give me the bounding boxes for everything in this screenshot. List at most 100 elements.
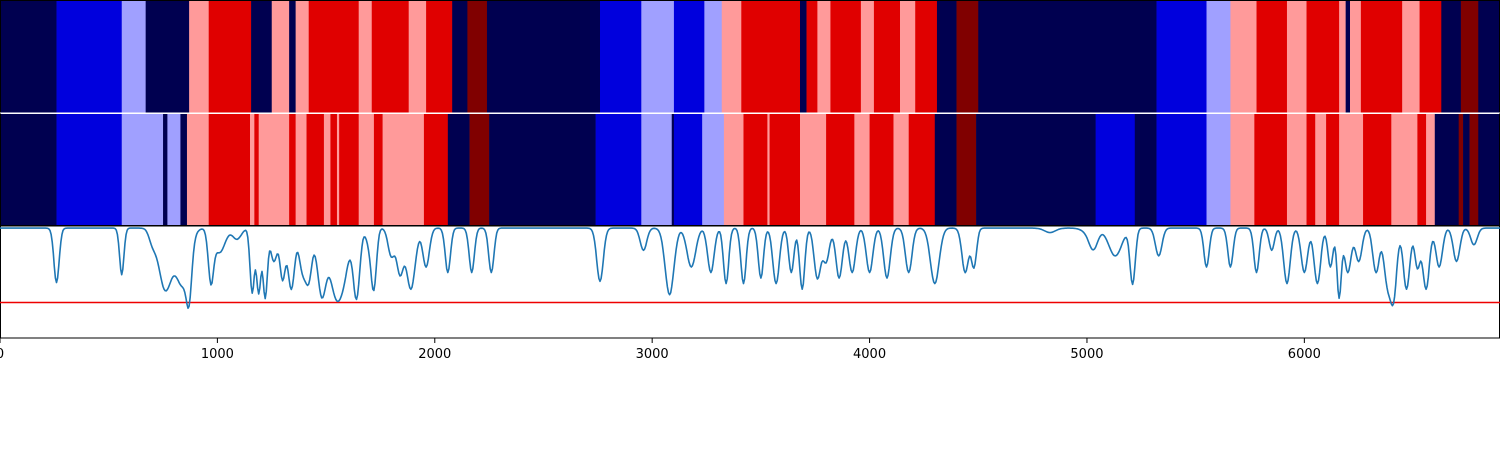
heatmap-cell [258,114,290,225]
heatmap-cell [408,1,427,113]
heatmap-cell [800,1,807,113]
heatmap-cell [469,114,490,225]
heatmap-cell [295,1,309,113]
heatmap-cell [254,114,259,225]
heatmap-cell [1306,114,1316,225]
heatmap-cell [308,1,359,113]
heatmap-cell [1458,114,1464,225]
heatmap-cell [1095,114,1136,225]
heatmap-cell [721,1,742,113]
heatmap-cell [826,114,855,225]
heatmap-cell [289,114,296,225]
heatmap-cell [860,1,875,113]
heatmap-cell [817,1,831,113]
heatmap-cell [452,1,468,113]
heatmap-cell [295,114,307,225]
heatmap-cell [830,1,862,113]
heatmap-cell [447,114,470,225]
heatmap-cell [1363,114,1392,225]
heatmap-cell [251,1,273,113]
heatmap-cell [1478,1,1500,113]
heatmap-cell [1315,114,1327,225]
heatmap-cell [163,114,168,225]
heatmap-cell [373,114,383,225]
heatmap-cell [641,1,675,113]
heatmap-cell [673,1,705,113]
heatmap-cell [339,114,359,225]
x-tick-label: 5000 [1070,347,1103,362]
heatmap-cell [976,114,1096,225]
heatmap-cell [978,1,1157,113]
heatmap-cell [1134,114,1157,225]
x-axis: 0 1000 2000 3000 4000 5000 6000 [0,338,1321,362]
heatmap-cell [1402,1,1420,113]
heatmap-cell [769,114,801,225]
heatmap-cell [358,114,375,225]
heatmap-cell [382,114,425,225]
heatmap-cell [426,1,453,113]
heatmap-cell [1434,114,1459,225]
heatmap-cell [289,1,296,113]
heatmap-cell [869,114,894,225]
heatmap-cell [1463,114,1470,225]
heatmap-cell [1339,114,1364,225]
x-tick-label: 1000 [201,347,234,362]
heatmap-cell [934,114,957,225]
heatmap-cell [723,114,744,225]
heatmap-cell [900,1,916,113]
heatmap-cell [1350,1,1362,113]
heatmap-cell [371,1,409,113]
heatmap-cell [1391,114,1418,225]
heatmap-cell [121,114,164,225]
heatmap-cell [1339,1,1346,113]
heatmap-cell [1156,114,1207,225]
heatmap-cell [704,1,723,113]
heatmap-cell [1469,114,1479,225]
heatmap-cell [358,1,373,113]
heatmap-cell [1286,1,1307,113]
heatmap-cell [595,114,642,225]
heatmap-cell [1206,1,1231,113]
heatmap-row-2 [0,114,1500,225]
heatmap-cell [1230,1,1257,113]
heatmap-cell [641,114,673,225]
heatmap-cell [467,1,488,113]
heatmap-cell [1206,114,1231,225]
heatmap-cell [145,1,190,113]
heatmap-cell [956,1,979,113]
heatmap-cell [1286,114,1307,225]
heatmap-cell [330,114,338,225]
heatmap-cell [486,1,601,113]
heatmap-cell [250,114,255,225]
heatmap-cell [873,1,901,113]
heatmap-cell [1360,1,1403,113]
heatmap-cell [0,114,57,225]
heatmap-cell [121,1,146,113]
heatmap-cell [180,114,188,225]
heatmap-cell [671,114,675,225]
heatmap-cell [56,114,123,225]
heatmap-cell [1441,1,1462,113]
heatmap-cell [1230,114,1255,225]
heatmap-cell [800,114,827,225]
heatmap-cell [673,114,703,225]
x-tick-label: 2000 [418,347,451,362]
heatmap-cell [1345,1,1351,113]
series-line-1 [0,227,1500,310]
heatmap-panels [0,1,1500,225]
heatmap-cell [806,1,818,113]
x-tick-label: 6000 [1288,347,1321,362]
heatmap-cell [306,114,325,225]
heatmap-cell [1254,114,1288,225]
heatmap-cell [702,114,725,225]
heatmap-cell [743,114,768,225]
heatmap-cell [423,114,449,225]
heatmap-cell [767,114,770,225]
heatmap-cell [1326,114,1340,225]
heatmap-cell [956,114,977,225]
heatmap-cell [1306,1,1340,113]
heatmap-cell [600,1,642,113]
heatmap-cell [1417,114,1427,225]
heatmap-cell [908,114,936,225]
